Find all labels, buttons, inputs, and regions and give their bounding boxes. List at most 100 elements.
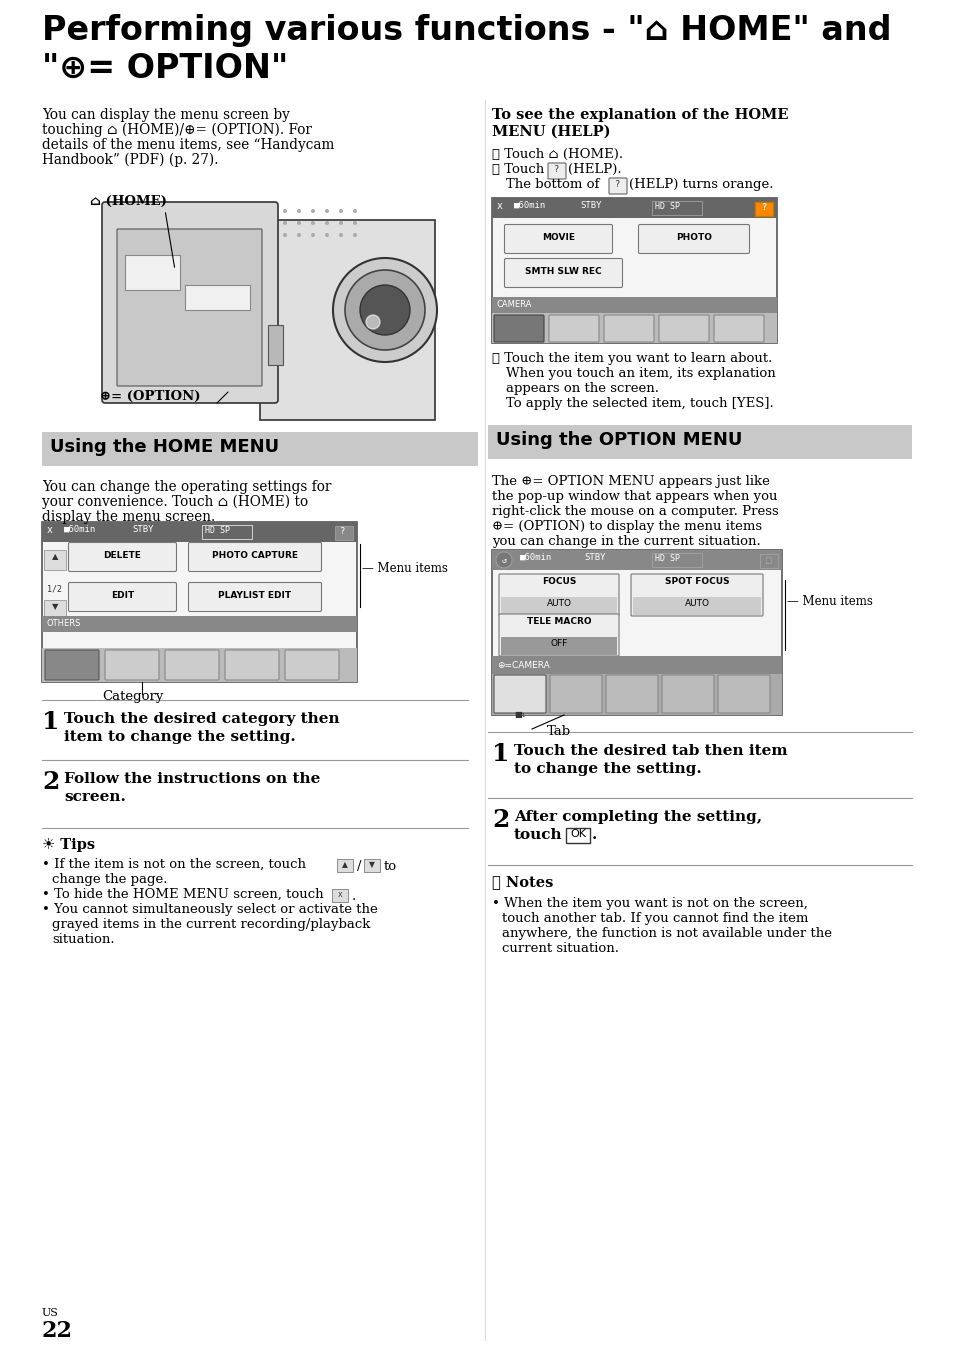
Text: Tab: Tab <box>546 725 571 738</box>
Bar <box>500 597 617 615</box>
Text: □: □ <box>765 555 771 565</box>
Bar <box>42 432 477 465</box>
FancyBboxPatch shape <box>45 650 99 680</box>
Text: item to change the setting.: item to change the setting. <box>64 730 295 744</box>
Text: Category: Category <box>102 689 163 703</box>
Bar <box>185 285 250 309</box>
Text: 22: 22 <box>42 1320 73 1342</box>
Circle shape <box>325 221 329 225</box>
Bar <box>268 324 283 365</box>
Circle shape <box>311 233 314 237</box>
FancyBboxPatch shape <box>498 574 618 616</box>
FancyBboxPatch shape <box>494 315 543 342</box>
Text: STBY: STBY <box>579 201 601 210</box>
FancyBboxPatch shape <box>605 674 658 712</box>
Text: current situation.: current situation. <box>501 942 618 955</box>
Text: 2: 2 <box>42 769 59 794</box>
FancyBboxPatch shape <box>189 582 321 612</box>
Text: ■60min: ■60min <box>519 554 552 562</box>
Text: STBY: STBY <box>583 554 605 562</box>
Text: Touch the desired category then: Touch the desired category then <box>64 712 339 726</box>
Bar <box>125 255 180 290</box>
Circle shape <box>366 315 379 328</box>
Bar <box>633 597 760 615</box>
Text: right-click the mouse on a computer. Press: right-click the mouse on a computer. Pre… <box>492 505 778 518</box>
FancyBboxPatch shape <box>165 650 219 680</box>
Text: • To hide the HOME MENU screen, touch: • To hide the HOME MENU screen, touch <box>42 887 323 901</box>
Circle shape <box>338 221 343 225</box>
Circle shape <box>345 270 424 350</box>
Text: to change the setting.: to change the setting. <box>514 763 701 776</box>
Text: grayed items in the current recording/playback: grayed items in the current recording/pl… <box>52 917 370 931</box>
Text: ?: ? <box>760 204 766 212</box>
Bar <box>492 198 776 343</box>
Text: US: US <box>42 1308 59 1318</box>
Text: .: . <box>592 828 597 841</box>
Bar <box>44 550 66 570</box>
Text: CAMERA: CAMERA <box>497 300 532 309</box>
Bar <box>760 554 778 569</box>
Text: ?: ? <box>554 166 559 174</box>
Text: .: . <box>352 890 355 902</box>
FancyBboxPatch shape <box>718 674 769 712</box>
FancyBboxPatch shape <box>661 674 713 712</box>
Circle shape <box>296 221 301 225</box>
Bar <box>492 550 781 715</box>
Bar <box>202 525 252 539</box>
Bar <box>42 522 356 541</box>
FancyBboxPatch shape <box>285 650 338 680</box>
Text: anywhere, the function is not available under the: anywhere, the function is not available … <box>501 927 831 940</box>
Text: Performing various functions - "⌂ HOME" and: Performing various functions - "⌂ HOME" … <box>42 14 890 47</box>
Text: ▲: ▲ <box>342 860 348 868</box>
Bar <box>492 313 776 343</box>
FancyBboxPatch shape <box>603 315 654 342</box>
Text: "⊕= OPTION": "⊕= OPTION" <box>42 52 288 85</box>
FancyBboxPatch shape <box>69 543 176 571</box>
Text: ③ Touch the item you want to learn about.: ③ Touch the item you want to learn about… <box>492 351 772 365</box>
Text: OK: OK <box>569 829 585 839</box>
Text: ■₁: ■₁ <box>514 710 525 719</box>
Bar <box>44 600 66 620</box>
Text: Touch the desired tab then item: Touch the desired tab then item <box>514 744 787 759</box>
Text: ■60min: ■60min <box>514 201 546 210</box>
Text: x: x <box>497 201 502 210</box>
Text: ▼: ▼ <box>51 603 58 611</box>
Text: To apply the selected item, touch [YES].: To apply the selected item, touch [YES]. <box>505 398 773 410</box>
Circle shape <box>496 552 512 569</box>
Text: — Menu items: — Menu items <box>786 594 872 608</box>
FancyBboxPatch shape <box>548 315 598 342</box>
Circle shape <box>338 209 343 213</box>
FancyBboxPatch shape <box>608 178 626 194</box>
Text: 1/2: 1/2 <box>48 585 63 594</box>
Text: x: x <box>337 890 342 898</box>
Bar <box>42 649 356 683</box>
Text: your convenience. Touch ⌂ (HOME) to: your convenience. Touch ⌂ (HOME) to <box>42 495 308 509</box>
Text: DELETE: DELETE <box>104 551 141 560</box>
Circle shape <box>296 233 301 237</box>
Circle shape <box>325 209 329 213</box>
Text: You can display the menu screen by: You can display the menu screen by <box>42 109 290 122</box>
Text: SMTH SLW REC: SMTH SLW REC <box>525 267 601 277</box>
FancyBboxPatch shape <box>713 315 763 342</box>
Text: OFF: OFF <box>550 639 567 649</box>
Text: AUTO: AUTO <box>546 598 571 608</box>
Bar <box>492 550 781 570</box>
Circle shape <box>353 209 356 213</box>
Bar <box>42 616 356 632</box>
FancyBboxPatch shape <box>504 224 612 254</box>
Text: The bottom of: The bottom of <box>505 178 598 191</box>
Text: details of the menu items, see “Handycam: details of the menu items, see “Handycam <box>42 138 334 152</box>
Bar <box>492 297 776 313</box>
Text: • If the item is not on the screen, touch: • If the item is not on the screen, touc… <box>42 858 306 871</box>
Circle shape <box>283 209 287 213</box>
Bar <box>42 522 356 683</box>
Text: OTHERS: OTHERS <box>47 619 81 628</box>
Text: ?: ? <box>615 180 620 189</box>
FancyBboxPatch shape <box>225 650 278 680</box>
Text: AUTO: AUTO <box>684 598 709 608</box>
Circle shape <box>333 258 436 362</box>
Text: ⊕= (OPTION): ⊕= (OPTION) <box>100 389 200 403</box>
Text: Follow the instructions on the: Follow the instructions on the <box>64 772 320 786</box>
Bar <box>754 202 772 216</box>
FancyBboxPatch shape <box>630 574 762 616</box>
